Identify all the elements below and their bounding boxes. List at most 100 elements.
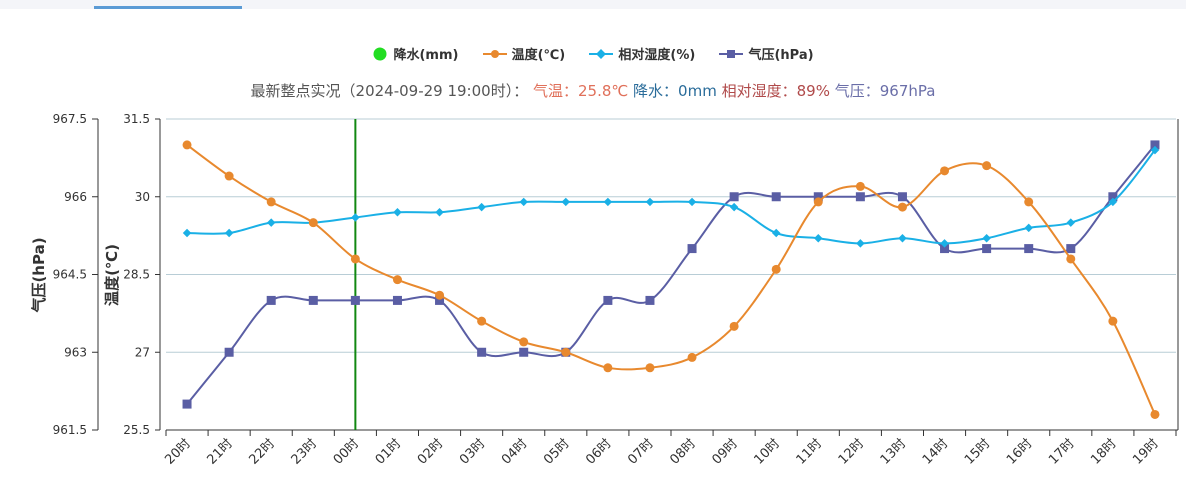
y-tick-label-temperature: 30 — [135, 190, 150, 204]
data-point-pressure[interactable] — [1024, 244, 1034, 254]
data-point-temperature[interactable] — [1150, 409, 1160, 419]
data-point-humidity[interactable] — [729, 202, 739, 212]
data-point-humidity[interactable] — [266, 218, 276, 227]
data-point-temperature[interactable] — [519, 337, 529, 347]
y-tick-label-pressure: 967.5 — [53, 112, 87, 126]
data-point-temperature[interactable] — [687, 352, 697, 362]
data-point-humidity[interactable] — [1066, 218, 1076, 227]
x-tick-label: 10时 — [752, 436, 783, 467]
y-tick-label-temperature: 27 — [135, 345, 150, 359]
data-point-pressure[interactable] — [645, 295, 655, 305]
data-point-pressure[interactable] — [603, 295, 613, 305]
data-point-pressure[interactable] — [855, 192, 865, 202]
data-point-humidity[interactable] — [687, 197, 697, 207]
data-point-pressure[interactable] — [1150, 140, 1160, 150]
data-point-temperature[interactable] — [729, 321, 739, 331]
legend-pressure-symbol — [719, 49, 744, 58]
legend-temperature-symbol — [482, 49, 507, 58]
data-point-humidity[interactable] — [393, 208, 402, 217]
data-point-temperature[interactable] — [813, 197, 823, 207]
y-axis-label-pressure: 气压(hPa) — [30, 237, 48, 313]
data-point-pressure[interactable] — [982, 244, 992, 254]
legend-item-temperature[interactable]: 温度(℃) — [482, 44, 566, 63]
data-point-pressure[interactable] — [729, 192, 739, 202]
data-point-pressure[interactable] — [224, 347, 234, 357]
data-point-temperature[interactable] — [940, 166, 950, 176]
data-point-temperature[interactable] — [1066, 254, 1076, 264]
data-point-temperature[interactable] — [1024, 197, 1034, 207]
data-point-humidity[interactable] — [1024, 223, 1033, 233]
data-point-temperature[interactable] — [224, 171, 234, 181]
data-point-pressure[interactable] — [182, 399, 192, 409]
y-axis-label-temperature: 温度(℃) — [103, 244, 121, 306]
data-point-temperature[interactable] — [266, 197, 276, 207]
status-humidity-value: 89% — [796, 82, 830, 100]
data-point-pressure[interactable] — [519, 347, 529, 357]
x-tick-label: 17时 — [1046, 436, 1077, 467]
status-rain-value: 0mm — [678, 82, 717, 100]
data-point-pressure[interactable] — [392, 295, 402, 305]
x-tick-label: 22时 — [247, 436, 278, 467]
data-point-pressure[interactable] — [266, 295, 276, 305]
data-point-humidity[interactable] — [477, 202, 486, 212]
data-point-humidity[interactable] — [182, 228, 192, 238]
data-point-temperature[interactable] — [477, 316, 487, 326]
data-point-humidity[interactable] — [435, 208, 444, 217]
data-point-pressure[interactable] — [308, 295, 318, 305]
x-tick-label: 09时 — [709, 436, 740, 467]
data-point-temperature[interactable] — [392, 275, 402, 285]
data-point-temperature[interactable] — [897, 202, 907, 212]
x-tick-label: 16时 — [1004, 436, 1035, 467]
legend-item-rain[interactable]: 降水(mm) — [372, 44, 458, 63]
data-point-temperature[interactable] — [308, 218, 318, 228]
data-point-humidity[interactable] — [814, 233, 823, 243]
data-point-temperature[interactable] — [435, 290, 445, 300]
data-point-temperature[interactable] — [771, 264, 781, 274]
top-tab-bar — [0, 0, 1186, 9]
data-point-humidity[interactable] — [856, 239, 865, 248]
active-tab-indicator — [94, 6, 242, 9]
data-point-pressure[interactable] — [477, 347, 487, 357]
legend-label-pressure: 气压(hPa) — [748, 48, 814, 63]
data-point-pressure[interactable] — [687, 244, 697, 254]
legend-item-pressure[interactable]: 气压(hPa) — [719, 44, 814, 63]
y-tick-label-temperature: 31.5 — [123, 112, 150, 126]
legend-item-humidity[interactable]: 相对湿度(%) — [589, 44, 695, 63]
data-point-temperature[interactable] — [561, 347, 571, 357]
data-point-temperature[interactable] — [645, 363, 655, 373]
legend-humidity-symbol — [589, 48, 614, 59]
data-point-pressure[interactable] — [771, 192, 781, 202]
latest-observation-status: 最新整点实况（2024-09-29 19:00时）： 气温：25.8℃ 降水：0… — [0, 80, 1186, 101]
status-temp-value: 25.8℃ — [578, 82, 629, 100]
series-line-temperature — [186, 144, 1156, 415]
data-point-temperature[interactable] — [603, 363, 613, 373]
data-point-pressure[interactable] — [435, 295, 445, 305]
data-point-humidity[interactable] — [224, 228, 234, 238]
data-point-humidity[interactable] — [519, 197, 528, 207]
y-tick-label-temperature: 25.5 — [123, 423, 150, 437]
data-point-humidity[interactable] — [603, 197, 613, 207]
data-point-humidity[interactable] — [982, 233, 991, 243]
data-point-temperature[interactable] — [1108, 316, 1118, 326]
x-tick-label: 23时 — [289, 436, 320, 467]
data-point-temperature[interactable] — [350, 254, 360, 264]
legend-label-temperature: 温度(℃) — [511, 48, 566, 63]
data-point-humidity[interactable] — [898, 233, 907, 243]
data-point-pressure[interactable] — [1108, 192, 1118, 202]
data-point-temperature[interactable] — [182, 140, 192, 150]
x-tick-label: 14时 — [920, 436, 951, 467]
data-point-pressure[interactable] — [897, 192, 907, 202]
data-point-pressure[interactable] — [813, 192, 823, 202]
data-point-humidity[interactable] — [645, 197, 655, 207]
data-point-pressure[interactable] — [350, 295, 360, 305]
data-point-pressure[interactable] — [940, 244, 950, 254]
y-tick-label-pressure: 966 — [64, 190, 87, 204]
data-point-humidity[interactable] — [771, 228, 781, 238]
status-humidity-label: 相对湿度： — [721, 82, 797, 100]
data-point-humidity[interactable] — [561, 197, 571, 207]
data-point-temperature[interactable] — [855, 181, 865, 191]
data-point-pressure[interactable] — [1066, 244, 1076, 254]
data-point-temperature[interactable] — [982, 161, 992, 171]
status-pressure-value: 967hPa — [879, 82, 936, 100]
data-point-humidity[interactable] — [351, 213, 360, 222]
